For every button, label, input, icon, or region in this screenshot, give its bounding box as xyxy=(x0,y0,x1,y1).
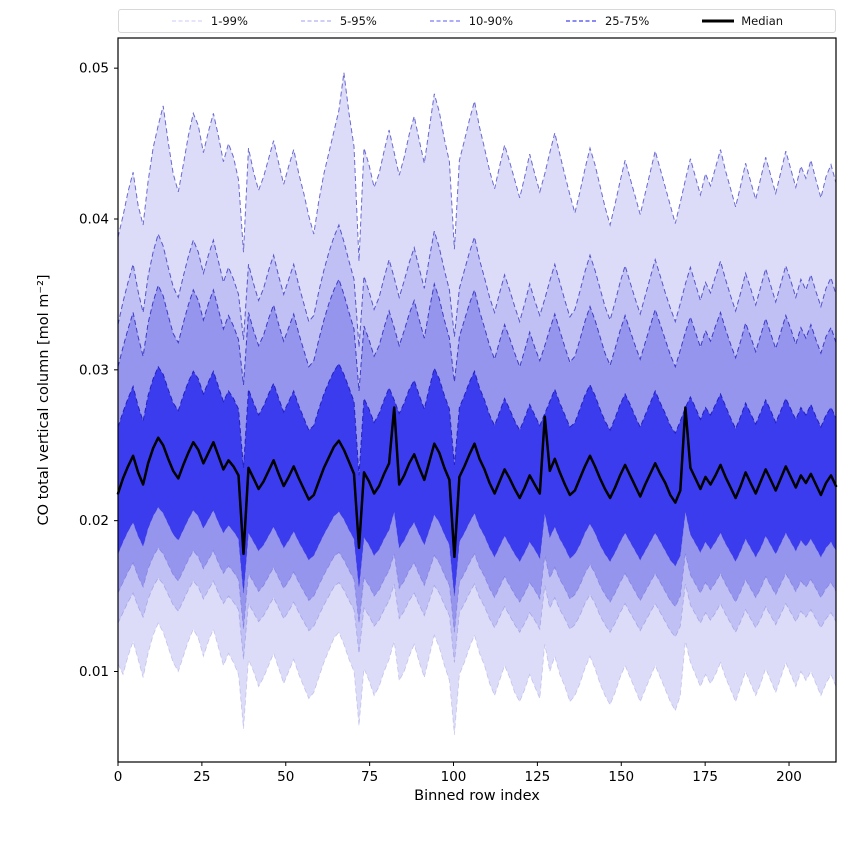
band-upper-edge-25-75% xyxy=(117,362,837,476)
median-line xyxy=(116,406,838,559)
x-tick-label: 100 xyxy=(441,769,467,785)
y-axis-label: CO total vertical column [mol m⁻²] xyxy=(36,274,52,526)
x-tick-label: 50 xyxy=(277,769,294,785)
x-tick-label: 0 xyxy=(114,769,123,785)
plot-border xyxy=(117,37,837,763)
band-upper-edge-10-90% xyxy=(117,277,837,392)
y-tick-label: 0.01 xyxy=(79,664,109,680)
x-axis-label: Binned row index xyxy=(414,788,540,804)
y-tick-label: 0.05 xyxy=(79,61,109,77)
legend-item-median: Median xyxy=(701,14,783,28)
y-tick-label: 0.03 xyxy=(79,362,109,378)
x-tick-label: 175 xyxy=(692,769,718,785)
legend-line-sample-icon xyxy=(171,20,204,22)
legend: 1-99% 5-95% 10-90% 25-75% Median xyxy=(118,9,836,33)
legend-item-1-99-: 1-99% xyxy=(171,14,248,28)
x-tick-label: 125 xyxy=(525,769,551,785)
legend-item-5-95-: 5-95% xyxy=(300,14,377,28)
x-tick-label: 25 xyxy=(193,769,210,785)
x-tick-label: 75 xyxy=(361,769,378,785)
legend-line-sample-icon xyxy=(702,19,735,23)
legend-line-sample-icon xyxy=(300,20,333,22)
band-fill-25-75% xyxy=(118,363,836,597)
band-upper-edge-1-99% xyxy=(117,72,837,262)
y-tick-label: 0.04 xyxy=(79,212,109,228)
band-lower-edge-10-90% xyxy=(117,547,837,633)
legend-line-sample-icon xyxy=(565,20,598,22)
legend-label: Median xyxy=(741,14,784,28)
band-lower-edge-1-99% xyxy=(117,622,837,735)
legend-line-sample-icon xyxy=(429,20,462,22)
legend-item-25-75-: 25-75% xyxy=(565,14,649,28)
legend-label: 25-75% xyxy=(604,14,650,28)
y-tick-label: 0.02 xyxy=(79,513,109,529)
x-tick-label: 200 xyxy=(776,769,802,785)
band-upper-edge-5-95% xyxy=(117,223,837,348)
legend-label: 5-95% xyxy=(339,14,377,28)
legend-item-10-90-: 10-90% xyxy=(429,14,513,28)
x-tick-label: 150 xyxy=(608,769,634,785)
band-lower-edge-25-75% xyxy=(117,506,837,597)
legend-label: 1-99% xyxy=(210,14,248,28)
legend-label: 10-90% xyxy=(468,14,514,28)
band-lower-edge-5-95% xyxy=(117,577,837,663)
